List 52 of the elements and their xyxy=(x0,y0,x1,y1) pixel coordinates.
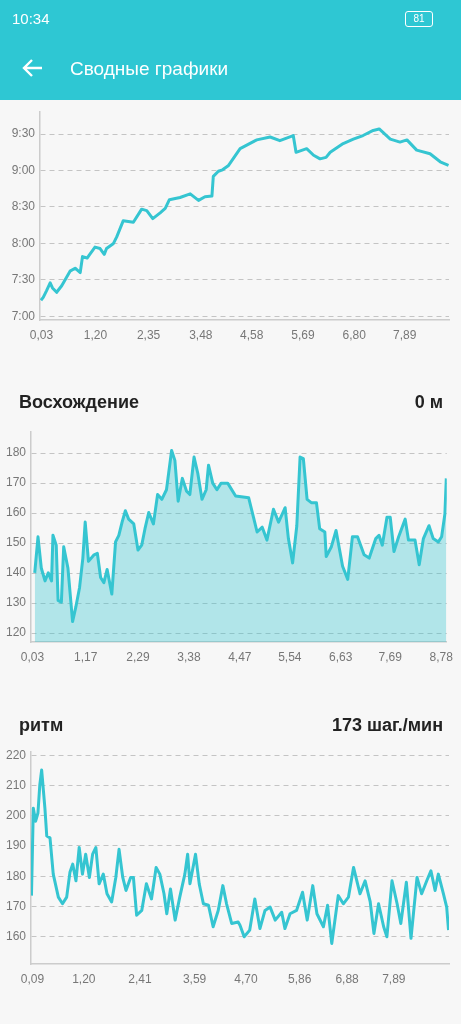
x-tick-label: 2,35 xyxy=(136,327,161,342)
x-tick-label: 0,09 xyxy=(20,971,45,986)
y-tick-label: 8:30 xyxy=(11,199,36,214)
y-tick-label: 220 xyxy=(5,747,27,762)
x-tick-label: 4,70 xyxy=(234,971,259,986)
y-tick-label: 200 xyxy=(5,808,27,823)
y-tick-label: 130 xyxy=(5,595,27,610)
y-tick-label: 9:30 xyxy=(11,126,36,141)
x-tick-label: 3,38 xyxy=(177,649,201,664)
x-tick-label: 7,69 xyxy=(378,649,403,664)
battery-icon: 81 xyxy=(405,11,433,27)
y-tick-label: 160 xyxy=(5,929,27,944)
y-tick-label: 210 xyxy=(5,777,27,792)
chart-title: Восхождение xyxy=(19,392,139,413)
x-tick-label: 8,78 xyxy=(429,649,454,664)
x-tick-label: 5,69 xyxy=(291,327,315,342)
x-tick-label: 6,63 xyxy=(329,649,353,664)
x-tick-label: 5,54 xyxy=(278,649,302,664)
y-tick-label: 8:00 xyxy=(11,235,36,250)
y-tick-label: 7:30 xyxy=(11,272,36,287)
x-tick-label: 5,86 xyxy=(288,971,312,986)
chart-title: ритм xyxy=(19,715,64,736)
x-tick-label: 3,59 xyxy=(182,971,207,986)
x-tick-label: 7,89 xyxy=(382,971,406,986)
y-tick-label: 180 xyxy=(5,868,27,883)
y-tick-label: 170 xyxy=(5,475,27,490)
y-tick-label: 7:00 xyxy=(11,308,36,323)
y-tick-label: 9:00 xyxy=(11,162,36,177)
y-tick-label: 180 xyxy=(5,445,27,460)
chart-subtitle: 0 м xyxy=(414,392,443,413)
x-tick-label: 0,03 xyxy=(20,649,45,664)
y-tick-label: 190 xyxy=(5,838,27,853)
x-tick-label: 7,89 xyxy=(392,327,417,342)
x-tick-label: 1,17 xyxy=(73,649,98,664)
y-tick-label: 120 xyxy=(5,625,27,640)
text: 10:34 xyxy=(12,10,50,27)
y-tick-label: 150 xyxy=(5,535,27,550)
x-tick-label: 1,20 xyxy=(83,327,108,342)
x-tick-label: 6,80 xyxy=(342,327,367,342)
chart-subtitle: 173 шаг./мин xyxy=(332,715,443,736)
x-tick-label: 4,47 xyxy=(228,649,252,664)
chart-title: Сводные графики xyxy=(70,58,229,80)
x-tick-label: 6,88 xyxy=(335,971,360,986)
x-tick-label: 0,03 xyxy=(29,327,54,342)
x-tick-label: 3,48 xyxy=(189,327,213,342)
x-tick-label: 2,41 xyxy=(128,971,152,986)
y-tick-label: 160 xyxy=(5,505,27,520)
x-tick-label: 1,20 xyxy=(72,971,96,986)
y-tick-label: 140 xyxy=(5,565,27,580)
y-tick-label: 170 xyxy=(5,898,27,913)
x-tick-label: 2,29 xyxy=(126,649,150,664)
x-tick-label: 4,58 xyxy=(239,327,264,342)
